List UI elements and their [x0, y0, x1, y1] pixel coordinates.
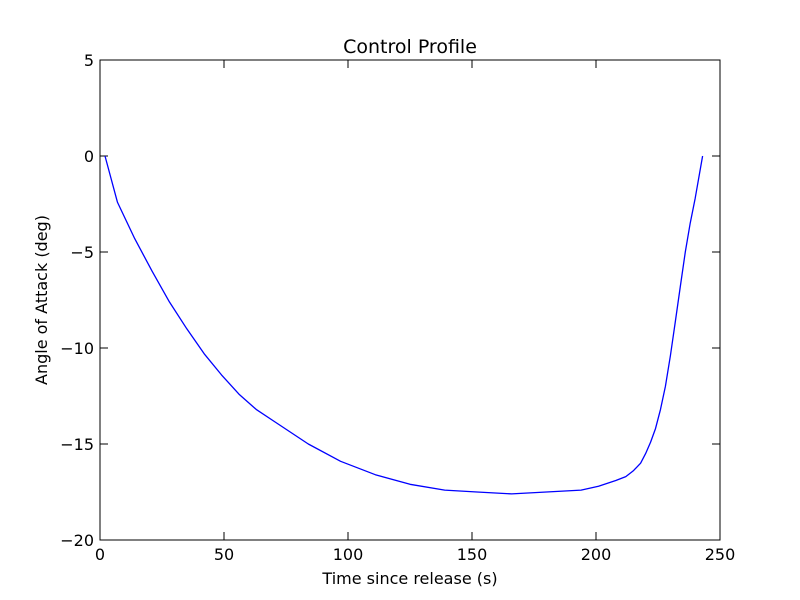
series-line [104, 155, 704, 495]
y-tick-label: −20 [60, 531, 94, 550]
x-tick-label: 250 [705, 545, 736, 564]
x-axis-label: Time since release (s) [321, 569, 497, 588]
x-tick-label: 150 [457, 545, 488, 564]
y-tick-label: 0 [84, 147, 94, 166]
x-tick-label: 0 [95, 545, 105, 564]
series-layer [104, 155, 704, 495]
y-tick-label: −15 [60, 435, 94, 454]
y-axis-label: Angle of Attack (deg) [32, 215, 51, 385]
y-tick-label: −10 [60, 339, 94, 358]
plot-area [99, 59, 721, 541]
chart-title: Control Profile [343, 36, 477, 58]
x-tick-label: 50 [214, 545, 234, 564]
y-tick-label: 5 [84, 51, 94, 70]
x-tick-label: 200 [581, 545, 612, 564]
x-tick-label: 100 [333, 545, 364, 564]
y-tick-label: −5 [70, 243, 94, 262]
